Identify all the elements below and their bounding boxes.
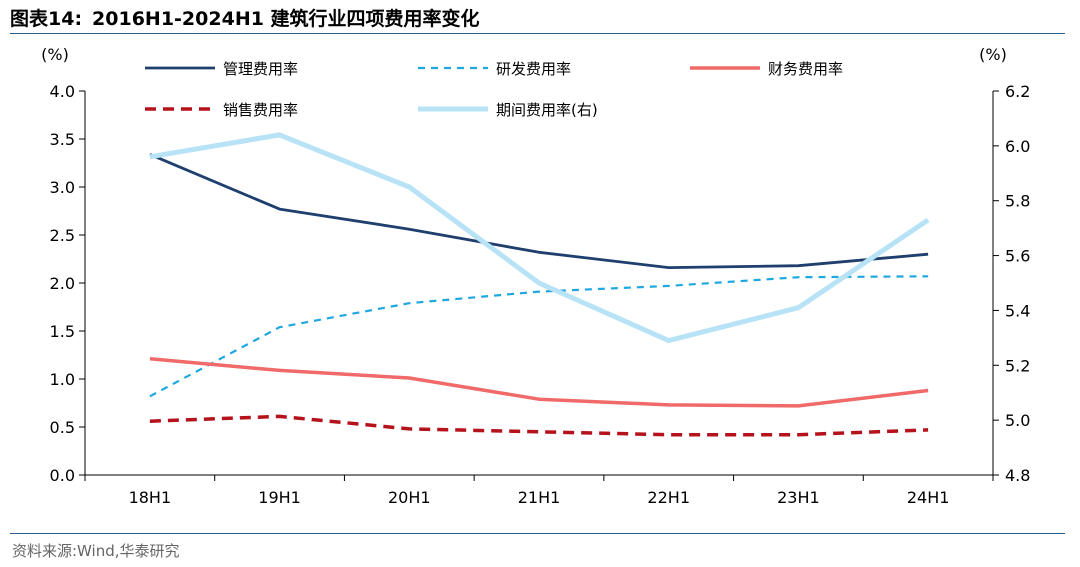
chart-title-row: 图表14: 2016H1-2024H1 建筑行业四项费用率变化: [10, 4, 1070, 32]
x-tick-label: 21H1: [518, 488, 561, 507]
top-rule: [10, 33, 1065, 34]
legend-label-5: 期间费用率(右): [496, 101, 598, 119]
figure-number: 图表14:: [10, 8, 83, 30]
series-line-2: [149, 275, 929, 398]
x-tick-label: 20H1: [388, 488, 431, 507]
legend-label-2: 研发费用率: [496, 60, 571, 78]
right-tick-label: 5.0: [1005, 411, 1030, 430]
right-tick-label: 5.4: [1005, 301, 1030, 320]
right-axis-unit: (%): [979, 45, 1007, 64]
series-line-5: [149, 132, 930, 344]
right-tick-label: 6.0: [1005, 137, 1030, 156]
left-tick-label: 3.0: [50, 178, 75, 197]
left-tick-label: 2.0: [50, 274, 75, 293]
x-tick-label: 24H1: [907, 488, 950, 507]
right-tick-label: 4.8: [1005, 466, 1030, 485]
series-line-3: [149, 357, 929, 408]
right-tick-label: 6.2: [1005, 82, 1030, 101]
x-tick-label: 22H1: [647, 488, 690, 507]
left-tick-label: 2.5: [50, 226, 75, 245]
left-tick-label: 0.0: [50, 466, 75, 485]
source-note: 资料来源:Wind,华泰研究: [12, 542, 180, 560]
legend-label-4: 销售费用率: [223, 101, 298, 119]
left-tick-label: 1.5: [50, 322, 75, 341]
chart-title: 2016H1-2024H1 建筑行业四项费用率变化: [92, 8, 480, 30]
left-tick-label: 1.0: [50, 370, 75, 389]
right-tick-label: 5.8: [1005, 192, 1030, 211]
bottom-rule: [10, 533, 1065, 534]
legend-label-3: 财务费用率: [768, 60, 843, 78]
legend-label-1: 管理费用率: [223, 60, 298, 78]
left-axis-unit: (%): [41, 45, 69, 64]
x-tick-label: 19H1: [258, 488, 301, 507]
left-tick-label: 3.5: [50, 130, 75, 149]
x-tick-label: 23H1: [777, 488, 820, 507]
right-tick-label: 5.6: [1005, 247, 1030, 266]
left-tick-label: 0.5: [50, 418, 75, 437]
series-line-4: [149, 414, 929, 437]
right-tick-label: 5.2: [1005, 356, 1030, 375]
x-tick-label: 18H1: [129, 488, 172, 507]
left-tick-label: 4.0: [50, 82, 75, 101]
series-line-1: [149, 153, 929, 270]
